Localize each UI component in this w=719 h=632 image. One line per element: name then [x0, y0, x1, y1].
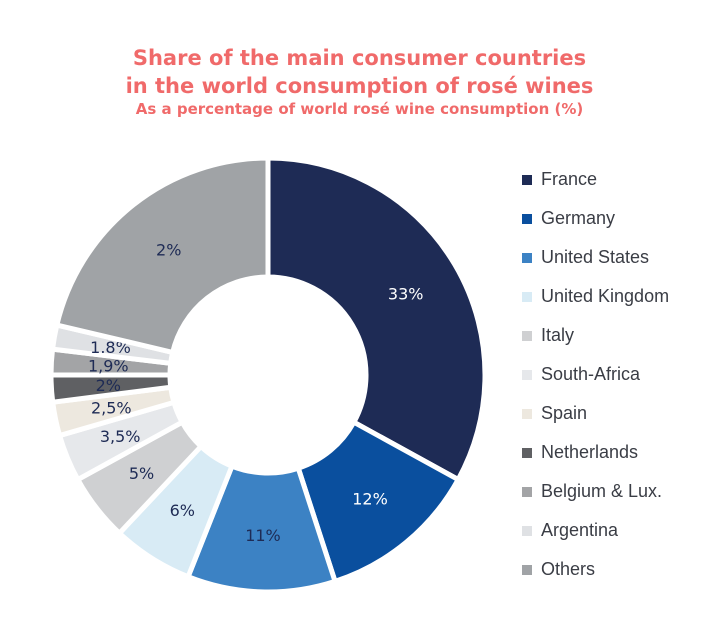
data-label: 2% — [96, 376, 121, 395]
legend-swatch — [522, 525, 532, 536]
legend-item: Others — [522, 550, 669, 589]
chart-title-line2: in the world consumption of rosé wines — [125, 74, 594, 98]
data-label: 6% — [170, 501, 195, 520]
legend-label: Netherlands — [541, 442, 639, 462]
legend-label: Spain — [541, 403, 588, 423]
data-label: 2% — [156, 241, 181, 260]
data-label: 1,9% — [88, 356, 129, 375]
data-label: 1.8% — [90, 338, 131, 357]
data-label: 33% — [388, 285, 424, 304]
chart-title-line1: Share of the main consumer countries — [132, 46, 587, 70]
legend-swatch — [522, 564, 532, 575]
legend: France Germany United States United Kingdom… — [522, 160, 669, 589]
data-label: 2,5% — [91, 398, 132, 417]
slice-france — [265, 155, 488, 483]
data-label: 3,5% — [100, 427, 141, 446]
legend-item: Argentina — [522, 511, 669, 550]
legend-label: Argentina — [541, 520, 619, 540]
legend-swatch — [522, 408, 532, 419]
legend-item: Spain — [522, 394, 669, 433]
legend-item: Belgium & Lux. — [522, 472, 669, 511]
slice-others — [53, 155, 271, 356]
data-label: 5% — [129, 464, 154, 483]
legend-swatch — [522, 486, 532, 497]
legend-swatch — [522, 213, 532, 224]
legend-label: Germany — [541, 208, 616, 228]
legend-item: France — [522, 160, 669, 199]
legend-swatch — [522, 174, 532, 185]
data-label: 12% — [352, 489, 388, 508]
legend-item: South-Africa — [522, 355, 669, 394]
slice-germany — [295, 418, 462, 585]
legend-label: Others — [541, 559, 596, 579]
legend-swatch — [522, 447, 532, 458]
legend-label: South-Africa — [541, 364, 641, 384]
legend-label: France — [541, 169, 598, 189]
legend-item: Italy — [522, 316, 669, 355]
legend-item: United Kingdom — [522, 277, 669, 316]
legend-swatch — [522, 369, 532, 380]
data-label: 11% — [245, 526, 281, 545]
legend-swatch — [522, 330, 532, 341]
legend-label: Belgium & Lux. — [541, 481, 663, 501]
legend-label: United States — [541, 247, 650, 267]
legend-item: Germany — [522, 199, 669, 238]
legend-label: Italy — [541, 325, 575, 345]
legend-swatch — [522, 252, 532, 263]
legend-item: Netherlands — [522, 433, 669, 472]
chart-subtitle: As a percentage of world rosé wine consu… — [135, 100, 584, 118]
legend-swatch — [522, 291, 532, 302]
legend-item: United States — [522, 238, 669, 277]
legend-label: United Kingdom — [541, 286, 670, 306]
